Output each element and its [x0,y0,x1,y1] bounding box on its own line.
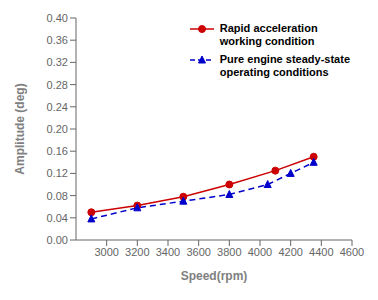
svg-text:0.12: 0.12 [47,167,68,179]
svg-text:3800: 3800 [217,246,241,258]
svg-text:0.36: 0.36 [47,34,68,46]
html-text:Rapid acceleration: Rapid acceleration [219,22,318,34]
svg-text:0.20: 0.20 [47,123,68,135]
svg-text:3600: 3600 [186,246,210,258]
svg-text:Speed(rpm): Speed(rpm) [181,269,248,283]
html-text:operating conditions: operating conditions [219,66,329,78]
svg-text:0.00: 0.00 [47,234,68,246]
svg-text:0.32: 0.32 [47,56,68,68]
svg-text:3400: 3400 [156,246,180,258]
svg-text:0.24: 0.24 [47,101,68,113]
html-text:Pure engine steady-state: Pure engine steady-state [219,53,350,65]
svg-text:3200: 3200 [125,246,149,258]
svg-text:4400: 4400 [309,246,333,258]
svg-text:0.40: 0.40 [47,12,68,24]
svg-text:0.16: 0.16 [47,145,68,157]
html-text:working condition: working condition [219,35,315,47]
svg-text:3000: 3000 [94,246,118,258]
svg-text:4200: 4200 [278,246,302,258]
svg-text:4000: 4000 [248,246,272,258]
svg-text:4600: 4600 [340,246,364,258]
svg-text:Amplitude (deg): Amplitude (deg) [13,83,27,174]
svg-text:0.28: 0.28 [47,79,68,91]
svg-text:0.04: 0.04 [47,212,68,224]
svg-text:0.08: 0.08 [47,190,68,202]
